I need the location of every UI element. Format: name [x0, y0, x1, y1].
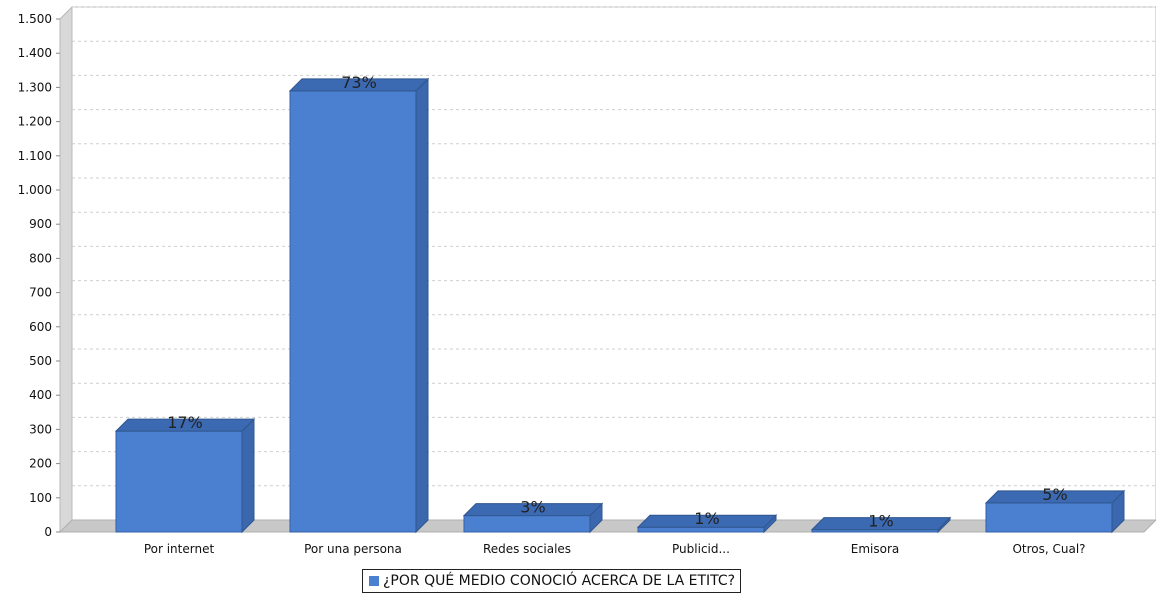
x-category-label: Publicid...: [672, 542, 730, 556]
bar: [636, 514, 778, 534]
left-wall: [59, 5, 73, 534]
bar: [810, 516, 952, 534]
bar: [984, 489, 1126, 534]
legend-swatch: [369, 576, 379, 586]
bars: [114, 77, 1126, 534]
bar-side: [241, 417, 255, 534]
data-label: 5%: [1042, 485, 1067, 504]
bar-top: [462, 503, 604, 517]
data-label: 3%: [520, 498, 545, 517]
bar-top: [288, 78, 430, 92]
bar-top: [810, 517, 952, 531]
data-label: 73%: [341, 73, 377, 92]
data-label: 1%: [868, 512, 893, 531]
bar-top: [636, 514, 778, 528]
x-category-label: Redes sociales: [483, 542, 571, 556]
y-tick-label: 100: [29, 491, 52, 505]
bar-front: [289, 90, 417, 533]
x-axis-categories: Por internet Por una persona Redes sociale…: [144, 542, 1086, 556]
bar: [114, 417, 256, 534]
y-tick-label: 800: [29, 251, 52, 265]
y-tick-label: 1.400: [18, 46, 52, 60]
y-axis-ticks: 0 100 200 300 400 500 600 700 800 900 1.000 1.100 1.…: [18, 12, 60, 539]
x-category-label: Por internet: [144, 542, 215, 556]
y-tick-label: 600: [29, 320, 52, 334]
bar-front: [463, 515, 591, 533]
bar: [288, 77, 430, 534]
y-tick-label: 500: [29, 354, 52, 368]
legend-label: ¿POR QUÉ MEDIO CONOCIÓ ACERCA DE LA ETIT…: [383, 573, 736, 589]
y-tick-label: 900: [29, 217, 52, 231]
y-tick-label: 0: [44, 525, 52, 539]
y-tick-label: 1.100: [18, 149, 52, 163]
bar-top: [114, 418, 256, 432]
legend: ¿POR QUÉ MEDIO CONOCIÓ ACERCA DE LA ETIT…: [362, 569, 742, 593]
y-tick-label: 1.500: [18, 12, 52, 26]
data-label: 1%: [694, 509, 719, 528]
x-category-label: Emisora: [851, 542, 900, 556]
data-label: 17%: [167, 413, 203, 432]
y-tick-label: 400: [29, 388, 52, 402]
y-tick-label: 1.200: [18, 115, 52, 129]
y-tick-label: 700: [29, 286, 52, 300]
x-category-label: Otros, Cual?: [1012, 542, 1085, 556]
bar-front: [985, 502, 1113, 533]
y-tick-label: 1.000: [18, 183, 52, 197]
bar-front: [115, 430, 243, 533]
y-tick-label: 1.300: [18, 80, 52, 94]
gridlines: [72, 6, 1156, 487]
bar: [462, 502, 604, 534]
data-labels: 17% 73% 3% 1% 1% 5%: [167, 73, 1067, 531]
bar-side: [415, 77, 429, 534]
bar-top: [984, 490, 1126, 504]
x-category-label: Por una persona: [304, 542, 402, 556]
y-tick-label: 200: [29, 457, 52, 471]
y-tick-label: 300: [29, 422, 52, 436]
